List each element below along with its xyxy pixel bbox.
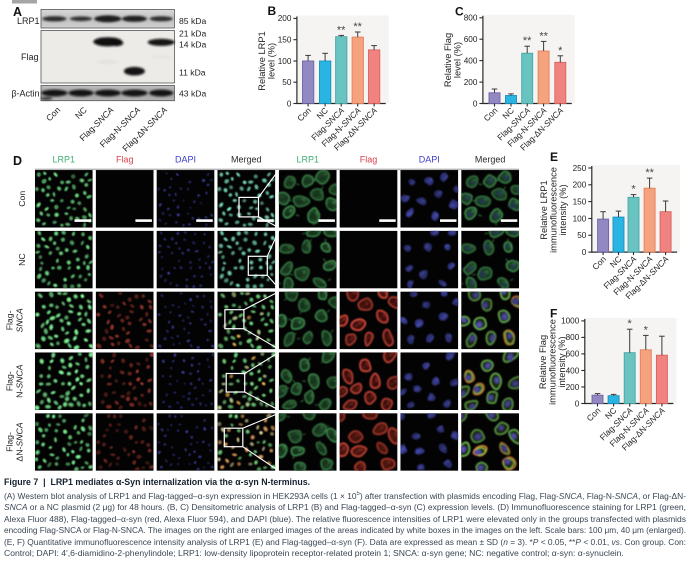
- svg-text:Con: Con: [590, 254, 608, 272]
- svg-text:LRP1: LRP1: [296, 155, 319, 165]
- svg-text:SNCA: SNCA: [15, 308, 25, 332]
- svg-text:**: **: [353, 21, 362, 33]
- svg-text:100: 100: [278, 57, 292, 66]
- svg-text:ΔN-SNCA: ΔN-SNCA: [15, 422, 25, 461]
- svg-text:Relative Flag: Relative Flag: [443, 33, 453, 87]
- svg-text:level (%): level (%): [453, 42, 463, 78]
- svg-text:Con: Con: [584, 405, 602, 423]
- svg-text:200: 200: [464, 78, 478, 87]
- svg-text:E: E: [550, 150, 558, 164]
- svg-text:Relative LRP1: Relative LRP1: [257, 31, 267, 90]
- svg-text:NC: NC: [73, 105, 89, 121]
- svg-text:21 kDa: 21 kDa: [179, 29, 206, 39]
- svg-text:*: *: [631, 184, 636, 196]
- svg-text:Flag-: Flag-: [5, 432, 15, 452]
- svg-text:150: 150: [573, 197, 587, 206]
- svg-text:1000: 1000: [561, 317, 580, 326]
- svg-text:0: 0: [582, 248, 587, 257]
- svg-text:Relative Flag: Relative Flag: [538, 335, 548, 389]
- svg-text:*: *: [644, 324, 649, 336]
- svg-text:0: 0: [287, 99, 292, 108]
- svg-text:200: 200: [566, 383, 580, 392]
- svg-text:Merged: Merged: [475, 155, 506, 165]
- svg-text:Flag: Flag: [116, 155, 134, 165]
- svg-text:B: B: [268, 4, 277, 18]
- svg-text:800: 800: [464, 14, 478, 23]
- svg-text:600: 600: [566, 350, 580, 359]
- svg-text:D: D: [13, 154, 22, 168]
- svg-text:600: 600: [464, 35, 478, 44]
- svg-text:0: 0: [575, 399, 580, 408]
- svg-text:Merged: Merged: [231, 155, 262, 165]
- svg-text:intensity (%): intensity (%): [557, 336, 567, 387]
- svg-text:**: **: [645, 167, 654, 179]
- svg-text:85 kDa: 85 kDa: [179, 16, 206, 26]
- svg-text:*: *: [628, 318, 633, 330]
- svg-text:Relative LRP1: Relative LRP1: [539, 180, 549, 239]
- svg-text:200: 200: [278, 14, 292, 23]
- svg-text:DAPI: DAPI: [419, 155, 440, 165]
- svg-text:LRP1: LRP1: [53, 155, 76, 165]
- svg-text:800: 800: [566, 333, 580, 342]
- svg-text:200: 200: [573, 181, 587, 190]
- svg-text:Con: Con: [17, 191, 27, 207]
- svg-text:43 kDa: 43 kDa: [179, 89, 206, 99]
- svg-text:*: *: [558, 45, 563, 57]
- svg-text:LRP1: LRP1: [17, 16, 40, 26]
- svg-text:A: A: [13, 5, 22, 19]
- svg-text:50: 50: [577, 231, 587, 240]
- svg-text:Flag: Flag: [360, 155, 378, 165]
- svg-text:β-Actin: β-Actin: [11, 89, 39, 99]
- svg-text:NC: NC: [17, 253, 27, 266]
- svg-text:immunofluorescence: immunofluorescence: [549, 167, 559, 253]
- svg-text:Con: Con: [481, 105, 499, 123]
- svg-text:**: **: [523, 35, 532, 47]
- svg-text:**: **: [539, 30, 548, 42]
- svg-text:Flag-: Flag-: [5, 310, 15, 330]
- svg-text:F: F: [550, 307, 557, 321]
- svg-text:50: 50: [282, 78, 292, 87]
- svg-text:100: 100: [573, 214, 587, 223]
- svg-text:Flag: Flag: [21, 52, 39, 62]
- svg-text:level (%): level (%): [267, 43, 277, 79]
- svg-text:400: 400: [464, 56, 478, 65]
- svg-text:**: **: [337, 24, 346, 36]
- svg-text:250: 250: [573, 164, 587, 173]
- svg-text:DAPI: DAPI: [175, 155, 196, 165]
- svg-text:14 kDa: 14 kDa: [179, 40, 206, 50]
- svg-text:C: C: [455, 5, 464, 19]
- svg-text:Con: Con: [295, 105, 313, 123]
- svg-text:11 kDa: 11 kDa: [179, 68, 206, 78]
- svg-text:150: 150: [278, 36, 292, 45]
- svg-text:Con: Con: [44, 105, 62, 123]
- svg-text:intensity (%): intensity (%): [558, 184, 568, 235]
- svg-text:400: 400: [566, 366, 580, 375]
- svg-text:immunofluorescence: immunofluorescence: [548, 319, 558, 405]
- svg-text:N-SNCA: N-SNCA: [15, 364, 25, 398]
- svg-text:0: 0: [473, 99, 478, 108]
- svg-text:Flag-: Flag-: [5, 371, 15, 391]
